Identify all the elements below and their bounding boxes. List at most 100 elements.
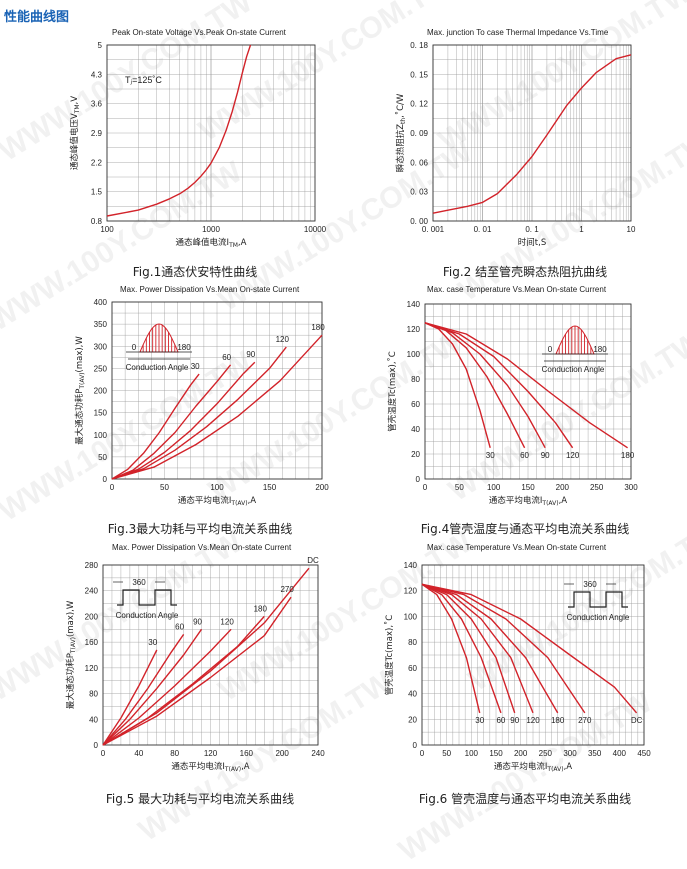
y-tick-label: 80	[89, 690, 98, 699]
y-tick-label: 3.6	[91, 100, 103, 109]
x-tick-label: 400	[613, 749, 627, 758]
series-label: 90	[246, 350, 255, 359]
series-line	[421, 583, 534, 714]
page-title: 性能曲线图	[4, 10, 70, 25]
y-tick-label: 120	[404, 587, 418, 596]
x-axis-label: 时间t,S	[518, 237, 546, 248]
y-tick-label: 2.9	[91, 129, 103, 138]
series-group	[102, 567, 310, 746]
y-tick-label: 80	[408, 638, 417, 647]
series-label: 30	[148, 638, 157, 647]
chart-caption: Fig.6 管壳温度与通态平均电流关系曲线	[418, 792, 632, 806]
y-tick-label: 40	[89, 715, 98, 724]
x-axis-label: 通态峰值电流ITM,A	[176, 237, 247, 249]
y-tick-label: 80	[411, 375, 420, 384]
chart-case-temperature-square: Max. case Temperature Vs.Mean On-state C…	[375, 540, 675, 813]
x-tick-label: 50	[160, 483, 169, 492]
series-group	[424, 322, 628, 449]
series-label: 60	[520, 451, 529, 460]
plot-area: 0 40 80 120 160 200 240 0 40 80 120 160 200 240 280 通态平…	[65, 556, 325, 773]
x-tick-label: 300	[563, 749, 577, 758]
series-label: 60	[496, 716, 505, 725]
y-tick-label: 0. 06	[410, 158, 428, 167]
inset-label: 0	[132, 343, 137, 352]
series-label: 180	[621, 451, 635, 460]
y-tick-label: 280	[85, 561, 99, 570]
y-tick-label: 100	[94, 431, 108, 440]
plot-frame	[432, 44, 632, 222]
inset-label: 180	[593, 345, 607, 354]
x-tick-label: 0	[110, 483, 115, 492]
series-line	[424, 322, 491, 448]
y-axis-label: 通态峰值电压VTM,V	[69, 96, 81, 170]
chart-caption: Fig.4管壳温度与通态平均电流关系曲线	[420, 522, 630, 536]
series-label: 30	[475, 716, 484, 725]
y-tick-label: 0	[413, 741, 418, 750]
x-tick-label: 200	[275, 749, 289, 758]
series-label: 270	[578, 716, 592, 725]
y-tick-label: 40	[408, 690, 417, 699]
y-tick-label: 0	[94, 741, 99, 750]
grid	[424, 303, 632, 480]
sine-wave	[555, 325, 595, 355]
x-tick-label: 100	[487, 483, 501, 492]
series-label: 60	[175, 622, 184, 631]
y-tick-label: 0. 15	[410, 70, 428, 79]
x-tick-label: 50	[442, 749, 451, 758]
series-label: DC	[631, 716, 643, 725]
series-label: 270	[280, 585, 294, 594]
y-axis-label: 瞬态热阻抗Zth,˚C/W	[395, 93, 407, 172]
conduction-angle-inset: 360 Conduction Angle	[564, 580, 630, 622]
series-line	[102, 628, 232, 746]
x-tick-label: 0	[101, 749, 106, 758]
series-line	[102, 628, 203, 746]
series-line	[111, 373, 200, 480]
inset-caption: Conduction Angle	[567, 613, 630, 622]
y-tick-label: 250	[94, 364, 108, 373]
chart-thermal-impedance-vs-time: Max. junction To case Thermal Impedance …	[375, 25, 675, 279]
series-label: 120	[220, 617, 234, 626]
square-wave	[117, 589, 177, 606]
square-wave	[568, 591, 628, 608]
y-tick-label: 200	[85, 612, 99, 621]
y-tick-label: 350	[94, 320, 108, 329]
y-tick-label: 400	[94, 298, 108, 307]
plot-area: 100 1000 10000 0.8 1.5 2.2 2.9 3.6 4.3 5 通态峰值电流ITM…	[69, 41, 327, 249]
series-label: 60	[222, 353, 231, 362]
x-tick-label: 0. 1	[525, 225, 539, 234]
chart-caption: Fig.3最大功耗与平均电流关系曲线	[107, 522, 293, 536]
x-tick-label: 150	[489, 749, 503, 758]
x-axis-label: 通态平均电流IT(AV),A	[494, 761, 572, 773]
conduction-angle-inset: 360 Conduction Angle	[113, 578, 179, 620]
plot-area: 0 50 100 150 200 250 300020406080100120140通态平均…	[387, 300, 638, 507]
y-tick-label: 240	[85, 587, 99, 596]
series-label: 120	[276, 335, 290, 344]
y-tick-label: 100	[404, 612, 418, 621]
chart-title: Peak On-state Voltage Vs.Peak On-state C…	[112, 28, 286, 37]
series-label: 180	[551, 716, 565, 725]
plot-frame	[424, 303, 632, 480]
x-tick-label: 200	[514, 749, 528, 758]
x-tick-label: 100	[100, 225, 114, 234]
x-tick-label: 250	[539, 749, 553, 758]
y-tick-label: 5	[98, 41, 103, 50]
x-axis-label: 通态平均电流IT(AV),A	[178, 495, 256, 507]
series-group	[106, 44, 252, 217]
inset-label: 0	[548, 345, 553, 354]
x-tick-label: 80	[170, 749, 179, 758]
series-label: 90	[510, 716, 519, 725]
sine-wave	[139, 323, 179, 353]
x-tick-label: 40	[134, 749, 143, 758]
annotation-label: Tⱼ=125˚C	[125, 75, 162, 85]
series-line	[424, 322, 546, 449]
y-tick-label: 300	[94, 342, 108, 351]
series-label: DC	[307, 556, 319, 565]
series-line	[111, 334, 323, 480]
y-tick-label: 160	[85, 638, 99, 647]
series-line	[421, 583, 638, 714]
chart-caption: Fig.2 结至管壳瞬态热阻抗曲线	[442, 265, 608, 279]
x-axis-label: 通态平均电流IT(AV),A	[489, 495, 567, 507]
y-tick-label: 140	[404, 561, 418, 570]
y-axis-label: 最大通态功耗PT(AV)(max),W	[65, 600, 77, 709]
series-line	[421, 583, 502, 714]
